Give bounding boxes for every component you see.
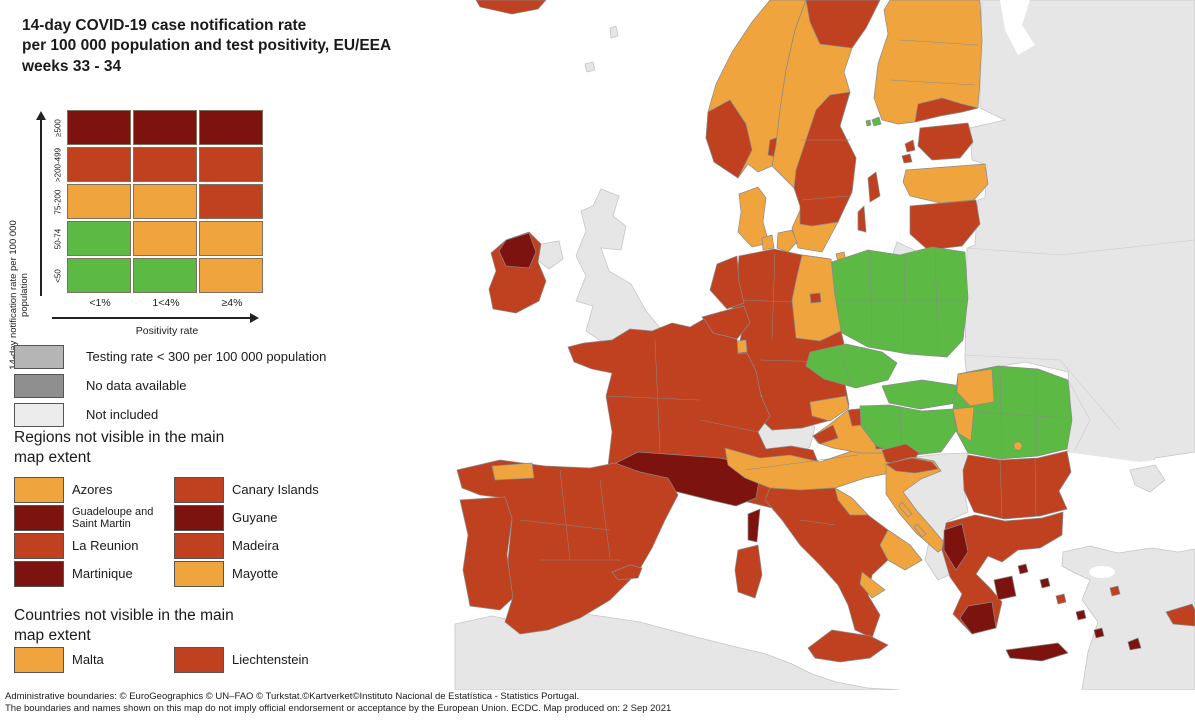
legend-swatch [14,373,64,398]
legend-label: Madeira [232,537,279,553]
legend-label: Canary Islands [232,481,319,497]
matrix-cell [199,184,263,219]
matrix-column-label: 1<4% [152,297,180,309]
countries-heading: Countries not visible in the main map ex… [14,607,234,645]
matrix-cell [133,147,197,182]
page-title: 14-day COVID-19 case notification rate p… [22,17,392,75]
legend-label: Liechtenstein [232,651,309,667]
matrix-cell [67,147,131,182]
legend-label: Guadeloupe and Saint Martin [72,505,154,530]
status-legend-item: Testing rate < 300 per 100 000 populatio… [14,342,326,371]
legend-item: Mayotte [174,560,414,588]
map-country-greece [941,511,1142,662]
matrix-column-label: ≥4% [221,297,243,309]
map-country-germany [729,248,850,431]
matrix-x-axis-arrow [52,313,259,323]
status-legend-item: No data available [14,371,326,400]
map-country-luxembourg [736,339,748,354]
matrix-x-axis-label: Positivity rate [135,325,199,337]
matrix-cell [199,147,263,182]
map-country-latvia [902,163,989,204]
matrix-cell [199,110,263,145]
regions-heading: Regions not visible in the main map exte… [14,429,225,467]
map-country-sweden [771,0,881,253]
legend-item: Canary Islands [174,476,414,504]
status-legend-item: Not included [14,400,326,429]
legend-label: Azores [72,481,113,497]
matrix-column-labels: <1% 1<4% ≥4% [67,297,265,309]
regions-legend: Azores Canary Islands Guadeloupe and Saint… [14,476,414,588]
matrix-cell [133,110,197,145]
legend-swatch [14,477,64,503]
map-country-iceland [475,0,547,15]
legend-swatch [174,505,224,531]
legend-item: Guadeloupe and Saint Martin [14,504,174,532]
matrix-row-label: 50-74 [53,228,62,249]
footer-attribution: Administrative boundaries: © EuroGeograp… [5,691,672,714]
legend-swatch [14,505,64,531]
map-country-poland [831,246,969,358]
matrix-cell [67,184,131,219]
map-country-cyprus [1165,603,1195,627]
legend-item: La Reunion [14,532,174,560]
map-country-bulgaria [962,450,1072,520]
legend-swatch [14,647,64,673]
map-country-romania [952,365,1073,460]
legend-swatch [174,533,224,559]
map-country-estonia [901,122,974,164]
legend-item: Guyane [174,504,414,532]
legend-label: No data available [86,378,187,393]
matrix-cell [199,258,263,293]
legend-item: Madeira [174,532,414,560]
map-country-portugal [459,496,514,611]
map-country-italy [724,447,923,663]
countries-legend: Malta Liechtenstein [14,646,414,674]
matrix-column-label: <1% [89,297,111,309]
map-country-ireland [488,231,547,314]
legend-label: Martinique [72,565,133,581]
map-country-lithuania [909,199,981,251]
matrix-cell [67,258,131,293]
matrix-cell [67,221,131,256]
matrix-cell [67,110,131,145]
matrix-row-label: 75-200 [53,189,62,214]
legend-item: Azores [14,476,174,504]
map-country-netherlands [709,255,745,310]
matrix-grid: ≥500 >200-499 75-200 50-74 <50 [50,110,263,293]
map-country-finland [865,0,983,127]
matrix-cell [199,221,263,256]
legend-label: La Reunion [72,537,139,553]
legend-swatch [14,402,64,427]
matrix-cell [133,221,197,256]
map-country-croatia [885,456,948,553]
legend-item: Liechtenstein [174,646,414,674]
legend-item: Martinique [14,560,174,588]
legend-label: Mayotte [232,565,279,581]
map-country-czechia [805,343,898,389]
matrix-y-axis-arrow [36,111,46,296]
legend-label: Not included [86,407,159,422]
matrix-cell [133,258,197,293]
legend-swatch [174,477,224,503]
legend-label: Testing rate < 300 per 100 000 populatio… [86,349,327,364]
matrix-row-label: >200-499 [53,147,62,182]
status-legend: Testing rate < 300 per 100 000 populatio… [14,342,326,429]
legend-label: Guyane [232,509,278,525]
legend-item: Malta [14,646,174,674]
europe-map [440,0,1195,690]
matrix-row-label: <50 [53,268,62,283]
legend-swatch [14,344,64,369]
matrix-cell [133,184,197,219]
map-country-denmark [737,186,847,263]
map-noneu-land [454,0,1195,690]
legend-swatch [14,533,64,559]
legend-swatch [174,561,224,587]
legend-swatch [14,561,64,587]
matrix-row-label: ≥500 [53,118,62,137]
legend-swatch [174,647,224,673]
legend-label: Malta [72,651,104,667]
